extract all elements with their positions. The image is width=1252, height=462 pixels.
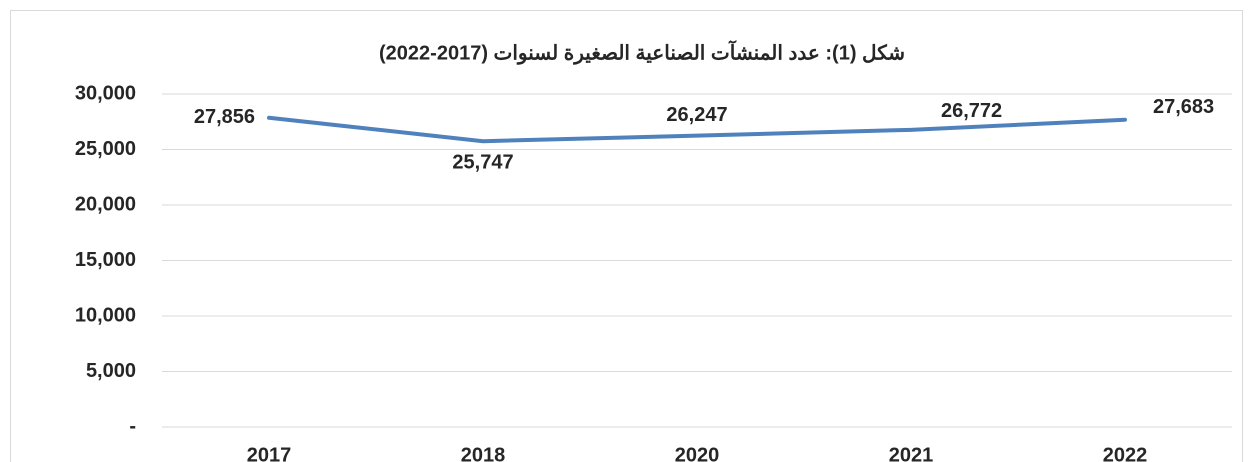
data-label: 25,747 — [452, 151, 513, 173]
y-tick-label: 5,000 — [86, 360, 136, 382]
y-tick-label: 10,000 — [75, 304, 136, 326]
chart-title: شكل (1): عدد المنشآت الصناعية الصغيرة لس… — [379, 39, 905, 65]
y-tick-label: - — [129, 415, 136, 437]
x-tick-label: 2020 — [675, 444, 720, 462]
data-label: 26,772 — [941, 100, 1002, 122]
y-tick-label: 15,000 — [75, 249, 136, 271]
data-line — [267, 115, 1127, 144]
y-tick-label: 20,000 — [75, 193, 136, 215]
chart-border — [10, 10, 1243, 462]
y-tick-label: 30,000 — [75, 82, 136, 104]
x-tick-label: 2022 — [1103, 444, 1148, 462]
data-label: 27,683 — [1153, 96, 1214, 118]
y-tick-label: 25,000 — [75, 138, 136, 160]
data-label: 26,247 — [666, 104, 727, 126]
data-label: 27,856 — [194, 106, 255, 128]
x-tick-label: 2018 — [461, 444, 506, 462]
x-tick-label: 2021 — [889, 444, 934, 462]
x-tick-label: 2017 — [247, 444, 292, 462]
